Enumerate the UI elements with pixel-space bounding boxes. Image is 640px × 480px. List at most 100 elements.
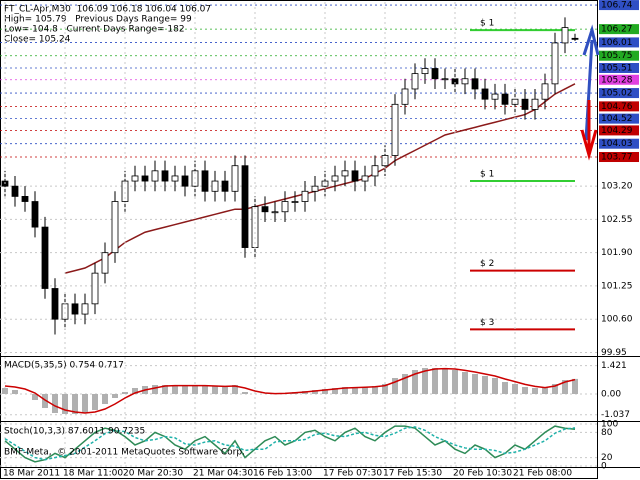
x-tick-label: 17 Feb 07:30 [323, 469, 382, 479]
macd-bar [122, 392, 128, 394]
candle-body [421, 68, 429, 75]
macd-bar [342, 387, 348, 394]
y-tick-label: 103.77 [601, 153, 633, 163]
macd-bar [382, 384, 388, 394]
macd-bar [182, 386, 188, 394]
y-tick-label: 1.421 [601, 361, 627, 371]
info-text: Close= 105.24 [4, 35, 71, 45]
macd-bar [202, 386, 208, 394]
info-text: Low= 104.8 Current Days Range= 182 [4, 25, 185, 35]
macd-bar [432, 368, 438, 394]
pivot-label: $ 3 [480, 318, 494, 328]
x-tick-label: 18 Mar 2011 [3, 469, 60, 479]
candle-body [281, 201, 289, 213]
footer-text: BMF-Meta, © 2001-2011 MetaQuotes Softwar… [4, 448, 245, 458]
candle-body [121, 180, 129, 202]
macd-bar [402, 374, 408, 394]
y-tick-label: 0 [601, 462, 607, 472]
price-label-box [599, 152, 639, 163]
macd-bar [112, 394, 118, 398]
candle-body [221, 180, 229, 192]
trend-arrow [582, 24, 600, 141]
candle-body [401, 88, 409, 105]
macd-bar [572, 378, 578, 394]
y-tick-label: 104.52 [601, 114, 633, 124]
candle-body [291, 201, 299, 203]
y-tick-label: 106.74 [601, 1, 633, 11]
candle-body [381, 155, 389, 167]
macd-bar [552, 384, 558, 394]
pane-title: Stoch(10,3,3) 87.6011 90.7235 [4, 427, 145, 437]
x-tick-label: 21 Feb 08:00 [513, 469, 572, 479]
macd-bar [312, 390, 318, 394]
candle-body [81, 303, 89, 315]
macd-signal [4, 367, 576, 414]
macd-bar [52, 394, 58, 413]
macd-bar [512, 384, 518, 394]
y-tick-label: 105.51 [601, 63, 633, 73]
price-label-box [599, 113, 639, 124]
candle-body [161, 170, 169, 182]
candle-body [571, 37, 579, 40]
price-label-box [599, 0, 639, 11]
x-tick-label: 20 Mar 20:30 [123, 469, 183, 479]
candle-body [61, 303, 69, 320]
candle-body [31, 201, 39, 228]
candle-body [431, 68, 439, 80]
info-text: High= 105.79 Previous Days Range= 99 [4, 15, 192, 25]
macd-bar [352, 387, 358, 394]
y-tick-label: 104.03 [601, 139, 633, 149]
candle-body [311, 185, 319, 192]
candle-body [241, 165, 249, 248]
y-tick-label: -1.037 [601, 410, 630, 420]
candle-body [551, 42, 559, 85]
y-tick-label: 104.29 [601, 126, 633, 136]
price-label-box [599, 125, 639, 136]
price-label-box [599, 88, 639, 99]
candle-body [111, 201, 119, 254]
pivot-label: $ 1 [480, 170, 494, 180]
candle-body [201, 170, 209, 192]
candle-body [141, 175, 149, 182]
y-tick-label: 100 [601, 420, 618, 430]
y-tick-label: 101.25 [601, 281, 633, 291]
candle-body [341, 170, 349, 177]
candle-body [211, 180, 219, 192]
macd-bar [372, 386, 378, 394]
macd-bar [72, 394, 78, 414]
candle-body [441, 78, 449, 81]
macd-bar [452, 370, 458, 394]
pane-title: FT_CL-Apr,M30 106.09 106.18 106.04 106.0… [4, 5, 211, 15]
macd-bar [322, 389, 328, 394]
y-tick-label: 105.28 [601, 75, 633, 85]
macd-bar [412, 370, 418, 394]
y-tick-label: 80 [601, 428, 613, 438]
candle-body [371, 165, 379, 177]
macd-bar [442, 369, 448, 394]
macd-bar [12, 390, 18, 394]
macd-bar [212, 386, 218, 394]
candle-body [271, 211, 279, 214]
x-tick-label: 20 Feb 10:30 [453, 469, 512, 479]
candle-body [391, 103, 399, 156]
candle-body [501, 93, 509, 105]
macd-bar [42, 394, 48, 408]
candle-body [351, 170, 359, 182]
trend-arrow [580, 100, 598, 161]
y-tick-label: 103.20 [601, 182, 633, 192]
y-tick-label: 105.75 [601, 51, 633, 61]
x-tick-label: 17 Feb 15:30 [383, 469, 442, 479]
candle-body [461, 78, 469, 85]
candle-body [511, 98, 519, 105]
stoch-main [4, 425, 576, 463]
pane-title: MACD(5,35,5) 0.754 0.717 [4, 361, 124, 371]
candle-body [491, 93, 499, 100]
macd-bar [482, 376, 488, 394]
macd-bar [422, 368, 428, 394]
stoch-signal [4, 426, 576, 461]
y-tick-label: 106.27 [601, 25, 633, 35]
macd-bar [532, 388, 538, 394]
macd-bar [132, 388, 138, 394]
